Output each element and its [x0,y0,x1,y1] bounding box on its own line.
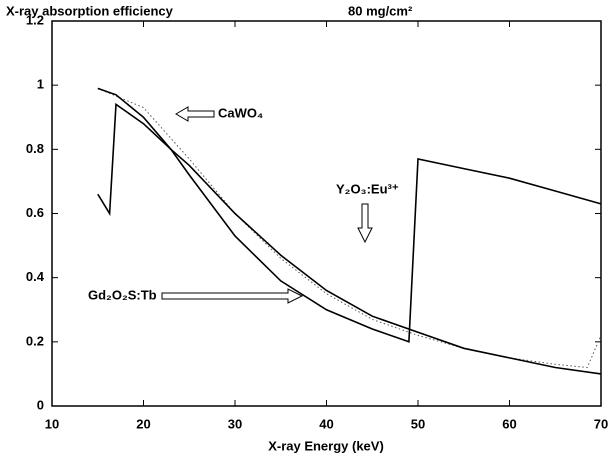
arrow [161,288,304,304]
x-axis-label: X-ray Energy (keV) [268,438,384,453]
arrow [357,203,373,244]
arrow [175,106,215,122]
x-tick-label: 10 [45,416,59,431]
y-tick-label: 0.2 [26,333,44,348]
x-tick-label: 20 [136,416,150,431]
x-tick-label: 50 [411,416,425,431]
chart-subtitle: 80 mg/cm² [348,3,413,18]
series-label: CaWO₄ [218,105,263,120]
series-line [97,87,602,343]
series-label: Gd₂O₂S:Tb [88,287,157,302]
y-tick-label: 0.8 [26,141,44,156]
y-tick-label: 1.2 [26,12,44,27]
chart-title: X-ray absorption efficiency [6,3,174,18]
plot-frame [51,20,602,407]
annotation-arrows [161,106,373,304]
y-tick-label: 1 [37,77,44,92]
y-tick-label: 0.4 [26,269,45,284]
x-tick-label: 30 [228,416,242,431]
x-tick-label: 60 [502,416,516,431]
x-tick-label: 70 [594,416,608,431]
y-tick-label: 0 [37,397,44,412]
series-line [97,102,602,375]
x-tick-label: 40 [319,416,333,431]
y-tick-label: 0.6 [26,205,44,220]
series-label: Y₂O₃:Eu³⁺ [336,181,399,196]
series-line [97,87,602,369]
